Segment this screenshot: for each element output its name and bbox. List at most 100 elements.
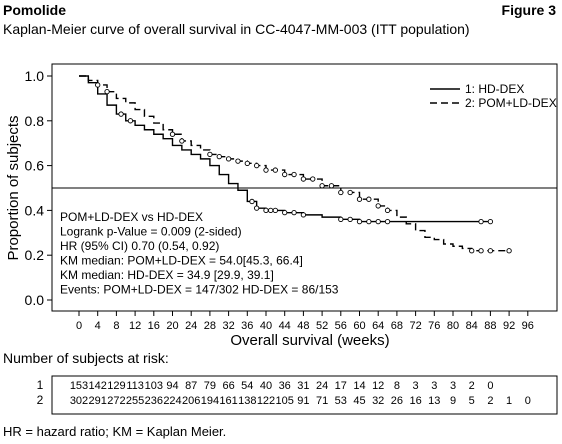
risk-cell: 9 <box>450 395 456 407</box>
y-tick-label: 1.0 <box>25 68 45 84</box>
censor-mark <box>95 82 101 88</box>
risk-cell: 54 <box>241 380 253 392</box>
risk-cell: 161 <box>219 395 237 407</box>
legend-entry: 1: HD-DEX <box>465 82 524 96</box>
censor-mark <box>225 156 232 162</box>
censor-mark <box>169 131 176 137</box>
censor-mark <box>356 196 363 202</box>
x-tick-label: 68 <box>391 320 403 332</box>
censor-mark <box>375 203 381 209</box>
y-axis-label: Proportion of subjects <box>5 115 22 260</box>
x-axis-label: Overall survival (weeks) <box>230 332 389 349</box>
risk-cell: 129 <box>107 380 125 392</box>
censor-mark <box>366 218 372 225</box>
risk-cell: 36 <box>279 380 291 392</box>
risk-cell: 71 <box>316 395 328 407</box>
censor-mark <box>478 218 484 225</box>
censor-mark <box>384 218 391 225</box>
series-line-1 <box>79 75 491 223</box>
censor-mark <box>328 183 335 189</box>
risk-cell: 224 <box>163 395 181 407</box>
risk-table-title: Number of subjects at risk: <box>3 350 169 366</box>
risk-cell: 3 <box>431 380 437 392</box>
censor-mark <box>338 216 344 223</box>
censor-mark <box>179 138 185 144</box>
censor-mark <box>282 209 288 216</box>
censor-mark <box>478 248 484 254</box>
risk-cell: 153 <box>70 380 88 392</box>
risk-row-label: 2 <box>37 393 44 407</box>
plot-frame <box>51 63 558 312</box>
risk-cell: 194 <box>201 395 219 407</box>
x-tick-label: 16 <box>148 320 160 332</box>
risk-cell: 16 <box>409 395 421 407</box>
risk-cell: 91 <box>297 395 309 407</box>
y-tick-label: 0.6 <box>25 158 45 174</box>
annotation-line: KM median: HD-DEX = 34.9 [29.9, 39.1] <box>60 268 274 282</box>
x-tick-label: 56 <box>335 320 347 332</box>
censor-mark <box>300 212 307 218</box>
risk-cell: 302 <box>70 395 88 407</box>
figure-label: Figure 3 <box>501 2 556 18</box>
risk-cell: 26 <box>391 395 403 407</box>
censor-mark <box>127 118 134 124</box>
x-tick-label: 24 <box>185 320 197 332</box>
censor-mark <box>263 167 269 173</box>
footnote: HR = hazard ratio; KM = Kaplan Meier. <box>3 424 227 439</box>
x-tick-label: 40 <box>260 320 272 332</box>
risk-cell: 2 <box>469 380 475 392</box>
risk-cell: 138 <box>238 395 256 407</box>
x-tick-label: 36 <box>241 320 253 332</box>
risk-table-border <box>51 375 558 415</box>
y-axis: 0.0 0.2 0.4 0.6 0.8 1.0 <box>25 68 52 308</box>
annotation-line: Events: POM+LD-DEX = 147/302 HD-DEX = 86… <box>60 283 339 297</box>
risk-cell: 113 <box>126 380 144 392</box>
chart-subtitle: Kaplan-Meier curve of overall survival i… <box>3 21 470 37</box>
censor-mark <box>272 167 278 173</box>
x-tick-label: 4 <box>95 320 101 332</box>
censor-mark <box>216 153 222 160</box>
x-tick-label: 72 <box>409 320 421 332</box>
risk-cell: 1 <box>506 395 512 407</box>
risk-cell: 5 <box>469 395 475 407</box>
x-axis: 0 4 8 12 16 20 24 28 32 36 40 44 48 52 56 60 64 68 72 76 80 8… <box>76 311 534 332</box>
series-layer <box>79 75 512 254</box>
km-chart: 0.00.20.40.60.81.0 0 4 8 12 16 20 24 28 32 36 40 44… <box>5 63 558 415</box>
risk-cell: 206 <box>182 395 200 407</box>
censor-mark <box>282 171 288 178</box>
censor-mark <box>272 207 278 214</box>
censor-mark <box>384 207 391 214</box>
y-tick-label: 0.0 <box>25 292 45 308</box>
censor-mark <box>263 207 269 214</box>
annotation-line: POM+LD-DEX vs HD-DEX <box>60 210 203 224</box>
risk-cell: 40 <box>260 380 272 392</box>
censor-mark <box>300 176 307 182</box>
censor-mark <box>310 176 316 182</box>
legend-entry: 2: POM+LD-DEX <box>465 96 557 110</box>
annotation-line: Logrank p-Value = 0.009 (2-sided) <box>60 225 242 239</box>
risk-cell: 94 <box>166 380 178 392</box>
censor-mark <box>487 218 494 225</box>
x-tick-label: 88 <box>484 320 496 332</box>
censor-mark <box>249 198 255 205</box>
x-tick-label: 12 <box>129 320 141 332</box>
censor-mark <box>366 196 372 202</box>
risk-table: 1 153 142 129 113 103 94 87 79 66 54 40 36 31 24 17 14 12… <box>37 375 558 415</box>
x-tick-label: 20 <box>166 320 178 332</box>
risk-cell: 87 <box>185 380 197 392</box>
x-tick-label: 52 <box>316 320 328 332</box>
censor-mark <box>338 189 344 196</box>
risk-cell: 12 <box>372 380 384 392</box>
x-tick-label: 92 <box>503 320 515 332</box>
risk-cell: 45 <box>353 395 365 407</box>
risk-cell: 2 <box>487 395 493 407</box>
y-tick-label: 0.2 <box>25 247 45 263</box>
x-tick-label: 28 <box>204 320 216 332</box>
censor-mark <box>291 209 297 216</box>
risk-cell: 31 <box>297 380 309 392</box>
risk-cell: 291 <box>89 395 107 407</box>
risk-cell: 79 <box>204 380 216 392</box>
x-tick-label: 76 <box>428 320 440 332</box>
